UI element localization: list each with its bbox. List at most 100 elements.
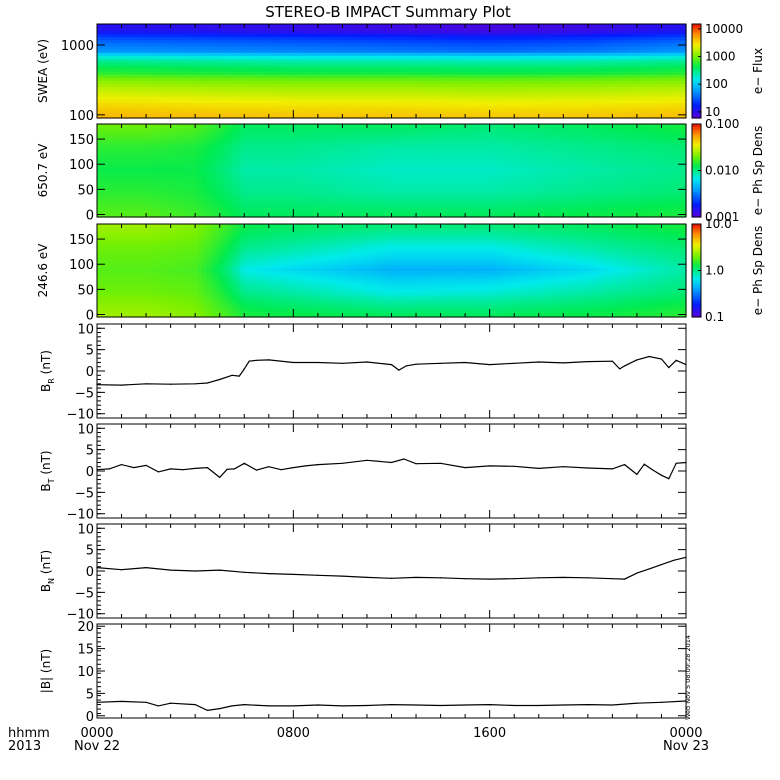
heatmap-cell: [181, 207, 186, 212]
heatmap-cell: [105, 111, 111, 116]
heatmap-cell: [383, 99, 388, 103]
heatmap-cell: [551, 42, 557, 47]
heatmap-cell: [378, 42, 384, 47]
heatmap-cell: [118, 161, 123, 165]
heatmap-cell: [530, 89, 536, 94]
heatmap-cell: [168, 111, 174, 116]
heatmap-cell: [534, 102, 540, 107]
heatmap-cell: [118, 179, 123, 184]
heatmap-cell: [197, 45, 203, 50]
heatmap-cell: [193, 114, 199, 119]
heatmap-cell: [290, 86, 296, 91]
heatmap-cell: [97, 148, 102, 153]
heatmap-cell: [484, 64, 489, 69]
heatmap-cell: [155, 195, 161, 199]
heatmap-cell: [572, 92, 578, 97]
heatmap-cell: [349, 58, 355, 63]
heatmap-cell: [147, 77, 153, 81]
heatmap-cell: [130, 74, 136, 78]
heatmap-cell: [635, 83, 641, 88]
heatmap-cell: [172, 92, 178, 97]
heatmap-cell: [454, 30, 460, 34]
heatmap-cell: [160, 186, 165, 190]
heatmap-cell: [189, 86, 195, 91]
heatmap-cell: [286, 89, 292, 94]
heatmap-cell: [660, 24, 666, 28]
heatmap-cell: [109, 173, 115, 178]
heatmap-cell: [202, 36, 207, 41]
heatmap-cell: [677, 111, 683, 116]
heatmap-cell: [143, 207, 149, 212]
heatmap-cell: [113, 148, 119, 153]
heatmap-cell: [303, 105, 308, 110]
heatmap-cell: [269, 36, 275, 41]
heatmap-cell: [681, 39, 687, 44]
heatmap-cell: [118, 114, 123, 119]
heatmap-cell: [126, 71, 132, 75]
heatmap-cell: [521, 99, 527, 103]
heatmap-cell: [134, 130, 140, 134]
heatmap-cell: [509, 30, 515, 34]
heatmap-cell: [126, 161, 132, 165]
heatmap-cell: [479, 64, 485, 69]
heatmap-cell: [387, 77, 393, 81]
heatmap-cell: [155, 58, 161, 63]
heatmap-cell: [185, 64, 191, 69]
heatmap-cell: [353, 111, 359, 116]
heatmap-cell: [151, 83, 157, 88]
heatmap-cell: [332, 55, 338, 60]
heatmap-cell: [113, 96, 119, 100]
heatmap-cell: [652, 114, 658, 119]
heatmap-cell: [172, 145, 178, 150]
heatmap-cell: [496, 49, 502, 53]
heatmap-cell: [408, 27, 414, 31]
heatmap-cell: [256, 33, 262, 38]
heatmap-cell: [252, 61, 258, 66]
heatmap-cell: [193, 83, 199, 88]
heatmap-cell: [349, 52, 355, 56]
heatmap-cell: [349, 33, 355, 38]
heatmap-cell: [488, 33, 494, 38]
heatmap-cell: [534, 67, 540, 72]
heatmap-cell: [429, 108, 435, 113]
heatmap-cell: [126, 102, 132, 107]
heatmap-cell: [168, 164, 174, 168]
heatmap-cell: [471, 86, 477, 91]
heatmap-cell: [349, 49, 355, 53]
heatmap-cell: [484, 111, 489, 116]
heatmap-cell: [463, 80, 468, 85]
heatmap-cell: [109, 164, 115, 168]
heatmap-cell: [155, 39, 161, 44]
heatmap-cell: [315, 55, 321, 60]
heatmap-cell: [261, 33, 266, 38]
heatmap-cell: [155, 30, 161, 34]
heatmap-cell: [601, 89, 607, 94]
heatmap-cell: [181, 61, 186, 66]
heatmap-cell: [109, 71, 115, 75]
heatmap-cell: [189, 158, 195, 162]
heatmap-cell: [681, 105, 687, 110]
heatmap-cell: [134, 71, 140, 75]
heatmap-cell: [109, 96, 115, 100]
heatmap-cell: [294, 80, 300, 85]
heatmap-cell: [101, 74, 107, 78]
heatmap-cell: [479, 30, 485, 34]
heatmap-cell: [269, 74, 275, 78]
heatmap-cell: [412, 58, 418, 63]
heatmap-cell: [134, 108, 140, 113]
heatmap-cell: [479, 39, 485, 44]
heatmap-cell: [109, 83, 115, 88]
heatmap-cell: [639, 24, 645, 28]
heatmap-cell: [467, 24, 473, 28]
heatmap-cell: [673, 27, 679, 31]
heatmap-cell: [597, 74, 603, 78]
heatmap-cell: [315, 111, 321, 116]
heatmap-cell: [538, 39, 544, 44]
heatmap-cell: [500, 83, 506, 88]
heatmap-cell: [534, 55, 540, 60]
heatmap-cell: [336, 58, 342, 63]
heatmap-cell: [265, 83, 271, 88]
heatmap-cell: [534, 52, 540, 56]
heatmap-cell: [197, 80, 203, 85]
heatmap-cell: [341, 58, 346, 63]
